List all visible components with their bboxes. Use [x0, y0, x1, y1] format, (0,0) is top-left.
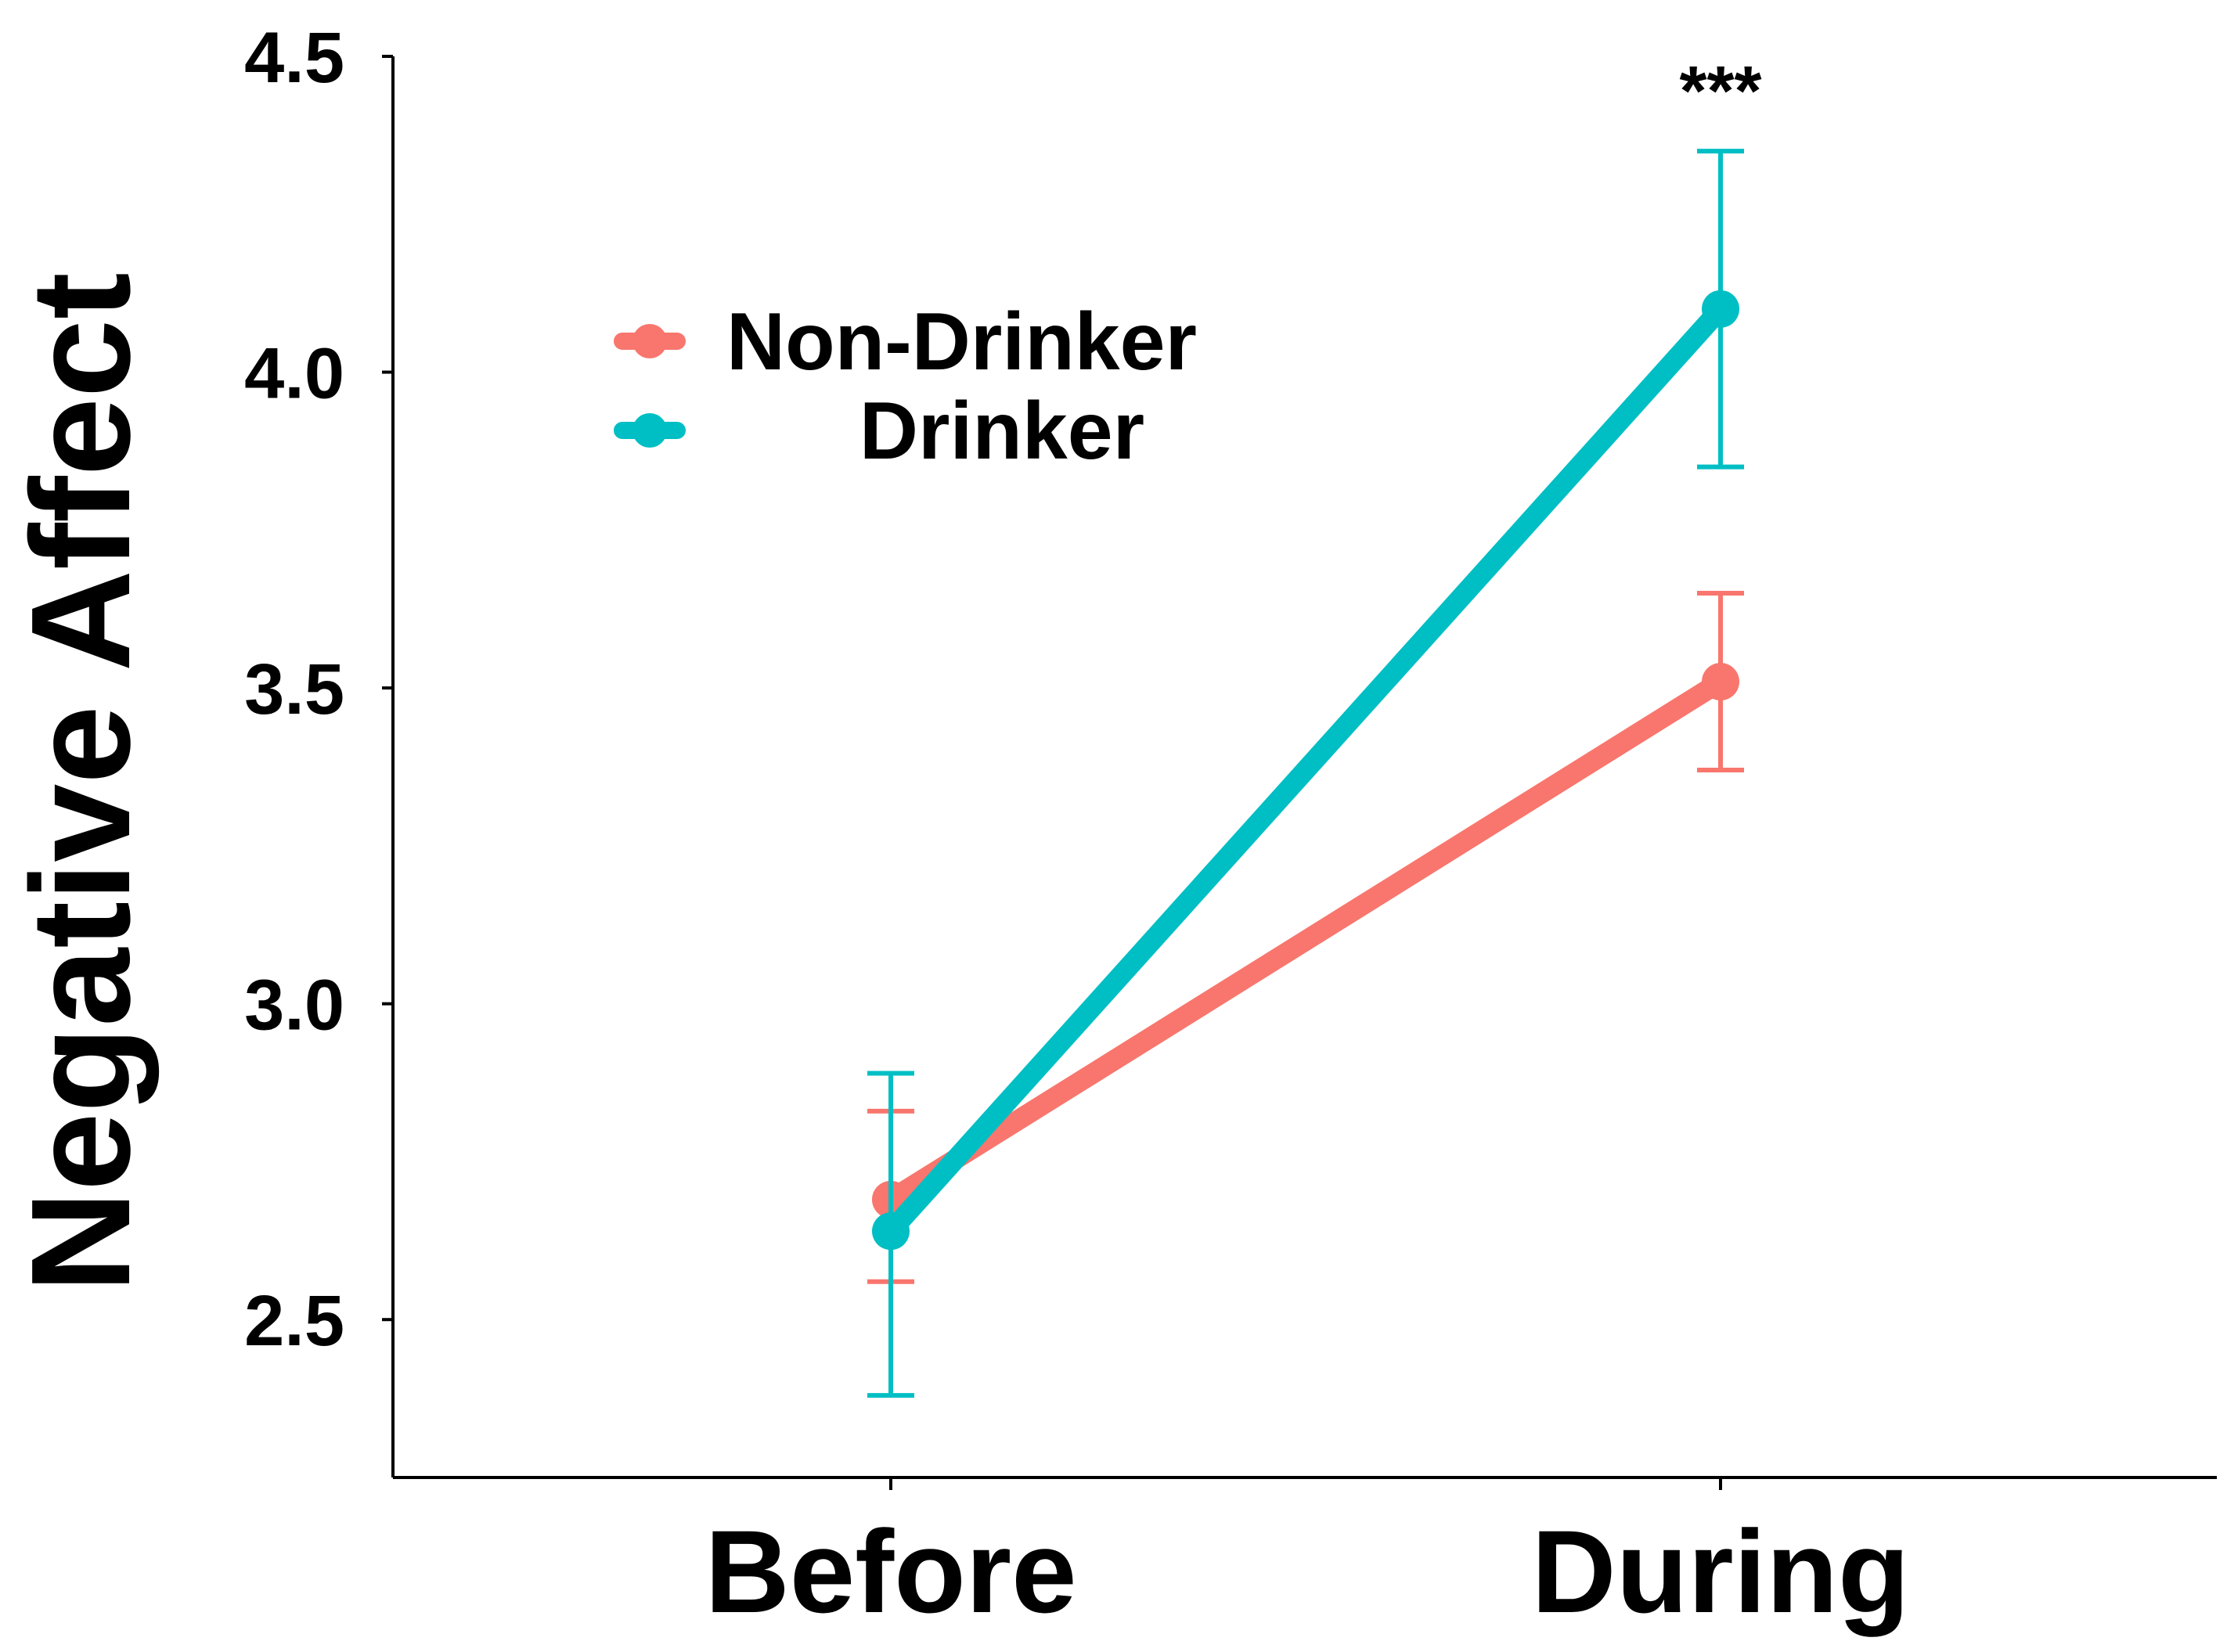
- axes: [391, 56, 2217, 1479]
- legend-label: Non-Drinker: [726, 297, 1197, 387]
- legend-swatch-point: [632, 413, 667, 448]
- y-tick-label: 3.5: [244, 650, 344, 729]
- x-axis-ticks: Before During: [704, 1477, 1910, 1637]
- legend-swatch-point: [632, 324, 667, 358]
- legend-item: Drinker: [614, 386, 1144, 477]
- data-point: [872, 1212, 910, 1251]
- annotations: ***: [1679, 52, 1761, 131]
- x-tick-label: Before: [704, 1506, 1076, 1637]
- series-drinker: [867, 149, 1744, 1398]
- series-layer: [867, 149, 1744, 1398]
- y-axis-title: Negative Affect: [2, 272, 160, 1293]
- data-point: [1702, 663, 1739, 701]
- y-tick-label: 2.5: [244, 1281, 344, 1361]
- series-line: [881, 298, 1731, 1242]
- data-point: [1702, 290, 1739, 328]
- legend-item: Non-Drinker: [614, 297, 1197, 387]
- y-tick-label: 4.0: [244, 334, 344, 414]
- significance-annotation: ***: [1679, 52, 1761, 131]
- y-tick-label: 3.0: [244, 966, 344, 1046]
- y-axis-ticks: 2.5 3.0 3.5 4.0 4.5: [244, 18, 393, 1361]
- series-line: [881, 671, 1731, 1210]
- y-tick-label: 4.5: [244, 18, 344, 98]
- series-non-drinker: [867, 591, 1744, 1284]
- legend-label: Drinker: [859, 386, 1144, 477]
- x-tick-label: During: [1531, 1506, 1909, 1637]
